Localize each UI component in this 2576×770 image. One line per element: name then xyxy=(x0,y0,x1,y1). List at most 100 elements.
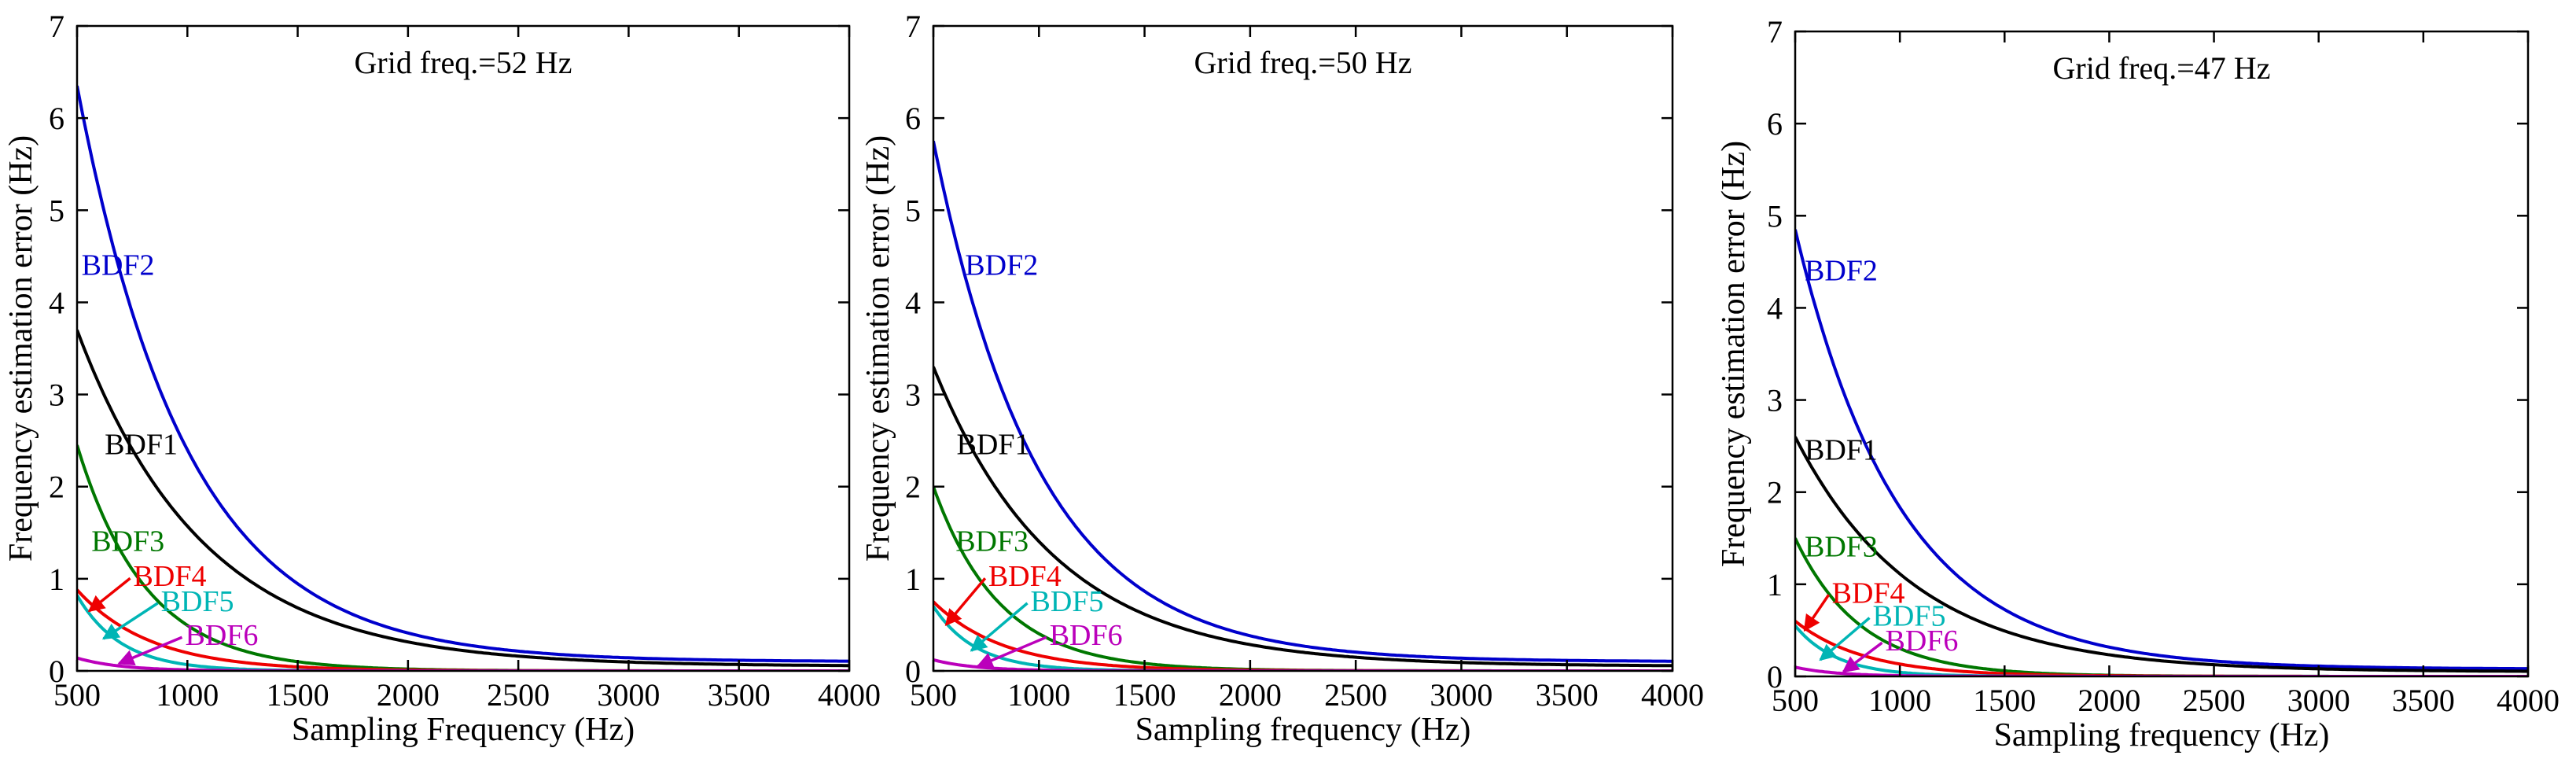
plot-frame xyxy=(1794,30,2530,678)
series-label-bdf5: BDF5 xyxy=(1873,600,1946,633)
series-line-bdf1 xyxy=(1795,436,2528,673)
series-label-bdf5: BDF5 xyxy=(161,585,234,618)
x-tick-label: 500 xyxy=(53,677,101,713)
series-arrow-bdf4 xyxy=(944,577,987,627)
x-tick-label: 1500 xyxy=(1113,677,1176,713)
y-tick-label: 5 xyxy=(1767,198,1783,234)
plot-frame xyxy=(932,24,1674,672)
x-tick-label: 3500 xyxy=(2392,683,2455,718)
y-tick-label: 6 xyxy=(49,101,64,136)
x-tick-label: 1000 xyxy=(1868,683,1931,718)
series-arrow-bdf6 xyxy=(1842,641,1883,673)
x-tick-label: 1000 xyxy=(1007,677,1070,713)
series-label-bdf3: BDF3 xyxy=(91,525,164,558)
series-label-bdf6: BDF6 xyxy=(1886,624,1959,658)
x-tick-label: 1500 xyxy=(1973,683,2036,718)
y-tick-label: 0 xyxy=(905,654,921,689)
x-tick-label: 4000 xyxy=(818,677,881,713)
x-axis-label: Sampling frequency (Hz) xyxy=(1994,717,2330,753)
y-tick-label: 5 xyxy=(49,193,64,228)
x-axis-label: Sampling frequency (Hz) xyxy=(1135,712,1471,748)
y-tick-label: 6 xyxy=(905,101,921,136)
series-label-bdf5: BDF5 xyxy=(1031,585,1104,618)
series-line-bdf5 xyxy=(77,594,849,671)
x-tick-label: 2000 xyxy=(377,677,440,713)
x-tick-label: 2000 xyxy=(2077,683,2140,718)
x-tick-label: 3000 xyxy=(597,677,660,713)
series-label-bdf1: BDF1 xyxy=(105,429,178,462)
series-label-bdf4: BDF4 xyxy=(1832,577,1905,610)
x-tick-label: 3500 xyxy=(1536,677,1599,713)
series-label-bdf4: BDF4 xyxy=(134,560,207,593)
series-label-bdf1: BDF1 xyxy=(1805,434,1878,467)
series-label-bdf2: BDF2 xyxy=(1805,254,1878,287)
y-tick-label: 1 xyxy=(905,562,921,597)
x-tick-label: 2500 xyxy=(1324,677,1387,713)
series-arrow-bdf6 xyxy=(117,636,183,666)
y-tick-label: 3 xyxy=(1767,383,1783,418)
y-tick-label: 2 xyxy=(905,470,921,505)
y-tick-label: 4 xyxy=(905,285,921,320)
x-tick-label: 2500 xyxy=(487,677,550,713)
panel-title: Grid freq.=50 Hz xyxy=(1194,45,1412,80)
series-label-bdf6: BDF6 xyxy=(1050,619,1123,652)
series-label-bdf3: BDF3 xyxy=(1805,531,1878,564)
series-label-bdf1: BDF1 xyxy=(957,429,1030,462)
x-tick-label: 3000 xyxy=(1430,677,1492,713)
y-axis-label: Frequency estimation error (Hz) xyxy=(860,135,896,562)
y-tick-label: 7 xyxy=(905,9,921,44)
panel-title: Grid freq.=52 Hz xyxy=(355,45,572,80)
x-tick-label: 500 xyxy=(910,677,957,713)
x-tick-label: 3000 xyxy=(2287,683,2350,718)
x-axis-label: Sampling Frequency (Hz) xyxy=(292,712,635,748)
x-tick-label: 500 xyxy=(1772,683,1819,718)
panel-title: Grid freq.=47 Hz xyxy=(2053,50,2271,86)
series-line-bdf5 xyxy=(933,605,1673,671)
series-line-bdf2 xyxy=(77,85,849,663)
x-tick-label: 4000 xyxy=(1641,677,1704,713)
y-tick-label: 1 xyxy=(49,562,64,597)
series-label-bdf2: BDF2 xyxy=(82,249,155,282)
series-line-bdf2 xyxy=(933,141,1673,663)
y-tick-label: 3 xyxy=(905,378,921,413)
x-tick-label: 2500 xyxy=(2183,683,2246,718)
x-tick-label: 1500 xyxy=(267,677,329,713)
series-arrow-bdf4 xyxy=(87,577,131,613)
series-line-bdf1 xyxy=(77,329,849,668)
series-label-bdf3: BDF3 xyxy=(955,525,1029,558)
series-arrow-bdf4 xyxy=(1803,594,1831,632)
y-tick-label: 5 xyxy=(905,193,921,228)
plot-frame xyxy=(75,24,851,672)
series-label-bdf4: BDF4 xyxy=(988,560,1062,593)
series-line-bdf5 xyxy=(1795,624,2528,676)
series-arrow-bdf5 xyxy=(101,602,159,640)
series-arrow-bdf5 xyxy=(970,602,1029,652)
y-tick-label: 7 xyxy=(1767,14,1783,50)
y-tick-label: 3 xyxy=(49,378,64,413)
x-tick-label: 3500 xyxy=(708,677,771,713)
x-tick-label: 2000 xyxy=(1219,677,1282,713)
series-label-bdf2: BDF2 xyxy=(965,249,1038,282)
y-tick-label: 4 xyxy=(49,285,64,320)
y-tick-label: 0 xyxy=(1767,659,1783,694)
y-axis-label: Frequency estimation error (Hz) xyxy=(1716,141,1752,567)
y-tick-label: 2 xyxy=(1767,475,1783,510)
series-label-bdf6: BDF6 xyxy=(185,619,258,652)
x-tick-label: 1000 xyxy=(156,677,219,713)
y-tick-label: 7 xyxy=(49,9,64,44)
y-tick-label: 1 xyxy=(1767,567,1783,602)
series-line-bdf2 xyxy=(1795,229,2528,671)
y-tick-label: 4 xyxy=(1767,290,1783,326)
series-arrow-bdf6 xyxy=(976,636,1047,669)
y-tick-label: 6 xyxy=(1767,106,1783,142)
y-tick-label: 0 xyxy=(49,654,64,689)
series-arrow-bdf5 xyxy=(1819,617,1871,661)
y-tick-label: 2 xyxy=(49,470,64,505)
x-tick-label: 4000 xyxy=(2497,683,2559,718)
y-axis-label: Frequency estimation error (Hz) xyxy=(3,135,39,562)
series-line-bdf1 xyxy=(933,366,1673,668)
